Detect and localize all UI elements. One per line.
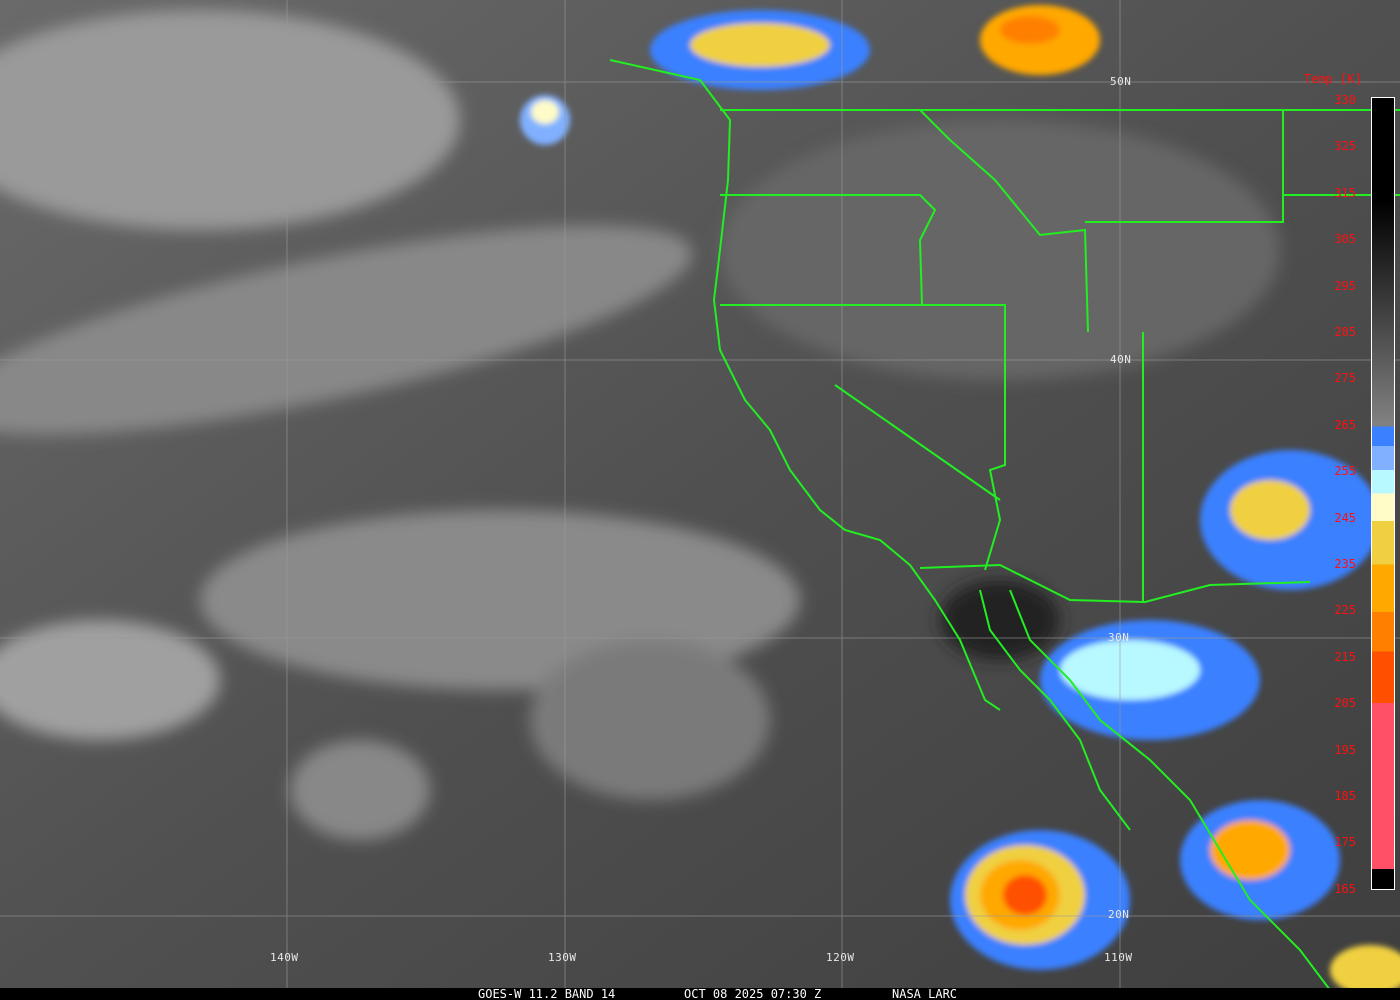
colorbar-tick-label: 325 (1334, 139, 1356, 154)
cold-cloud-tops (520, 5, 1400, 995)
colorbar-tick-label: 330 (1334, 93, 1356, 107)
temperature-colorbar (1371, 97, 1395, 890)
mainland-mexico-coast (1009, 589, 1331, 991)
colorbar-title: Temp [K] (1304, 72, 1362, 86)
colorbar-tick-label: 315 (1334, 185, 1356, 200)
colorbar-tick-label: 225 (1334, 603, 1356, 618)
lat-label-30n: 30N (1108, 631, 1130, 644)
colorbar-tick-label: 305 (1334, 232, 1356, 247)
colorbar-tick-label: 175 (1334, 835, 1356, 850)
lat-label-40n: 40N (1110, 353, 1132, 366)
california-diagonal-border (834, 384, 1001, 501)
colorbar-tick-label: 265 (1334, 417, 1356, 432)
cloud-layer (0, 10, 1280, 840)
lat-label-50n: 50N (1110, 75, 1132, 88)
colorbar-tick-label: 205 (1334, 696, 1356, 711)
coastlines-and-state-borders (609, 59, 1400, 991)
lon-label-120w: 120W (826, 951, 855, 964)
colorbar-tick-label: 235 (1334, 557, 1356, 571)
colorbar-tick-label: 195 (1334, 742, 1356, 757)
colorbar-tick-label: 165 (1334, 881, 1356, 896)
colorbar-tick-label: 255 (1334, 464, 1356, 479)
oregon-border (720, 194, 937, 306)
caption-credit: NASA LARC (892, 987, 958, 1000)
colorbar-tick-label: 215 (1334, 649, 1356, 664)
colorbar-tick-label: 295 (1334, 278, 1356, 293)
colorbar-tick-label: 245 (1334, 510, 1356, 525)
caption-bar: GOES-W 11.2 BAND 14 OCT 08 2025 07:30 Z … (0, 988, 1400, 1000)
lon-label-130w: 130W (548, 951, 577, 964)
west-coastline (609, 59, 1001, 711)
colorbar-tick-label: 275 (1334, 371, 1356, 386)
baja-gulf-coast (979, 589, 1131, 831)
idaho-border (919, 109, 1089, 333)
lon-label-140w: 140W (270, 951, 299, 964)
lon-label-110w: 110W (1104, 951, 1133, 964)
caption-datetime: OCT 08 2025 07:30 Z (684, 987, 822, 1000)
mexico-border (919, 563, 1311, 604)
california-nevada-border (720, 304, 1006, 571)
interior-state-borders (1085, 110, 1284, 223)
caption-product: GOES-W 11.2 BAND 14 (478, 987, 616, 1000)
colorbar-tick-label: 185 (1334, 789, 1356, 803)
lat-label-20n: 20N (1108, 908, 1130, 921)
colorbar-tick-label: 285 (1334, 325, 1356, 339)
